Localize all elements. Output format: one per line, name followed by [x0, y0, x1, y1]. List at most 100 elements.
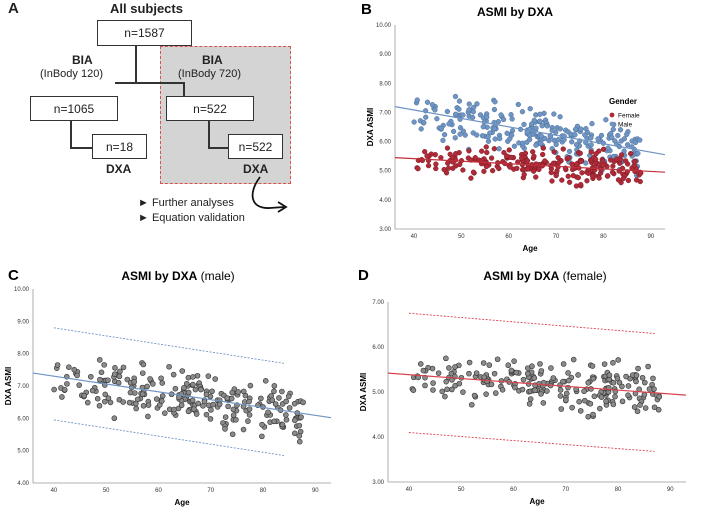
scatter-point [496, 165, 502, 172]
scatter-point [546, 137, 552, 144]
scatter-point [96, 402, 103, 409]
scatter-point [625, 383, 632, 389]
scatter-point [569, 139, 575, 145]
scatter-point [575, 372, 581, 378]
scatter-point [527, 106, 533, 112]
scatter-point [570, 172, 576, 179]
y-tick-label: 3.00 [372, 480, 384, 486]
curved-arrow [251, 176, 288, 213]
scatter-point [544, 388, 550, 394]
scatter-point [507, 164, 513, 170]
scatter-point [624, 142, 631, 148]
connector [208, 120, 210, 148]
scatter-point [560, 361, 567, 367]
scatter-point [578, 126, 584, 132]
scatter-point [633, 372, 640, 379]
scatter-point [453, 151, 459, 157]
scatter-point [651, 404, 658, 411]
legend-marker-female [609, 112, 615, 118]
connector [208, 147, 228, 149]
scatter-point [498, 112, 504, 118]
scatter-point [209, 388, 215, 395]
scatter-point [203, 411, 210, 418]
scatter-point [81, 392, 88, 399]
fit-line-male [32, 372, 332, 419]
scatter-point [479, 148, 485, 154]
scatter-point [212, 376, 219, 382]
scatter-point [610, 163, 616, 169]
scatter-point [96, 357, 103, 363]
x-tick-label: 50 [458, 487, 465, 493]
scatter-point [491, 370, 498, 377]
scatter-point [229, 431, 236, 438]
scatter-point [569, 404, 575, 411]
scatter-point [166, 363, 172, 370]
scatter-point [432, 107, 438, 113]
scatter-point [530, 168, 537, 174]
scatter-point [170, 371, 177, 378]
scatter-point [435, 370, 442, 376]
scatter-point [551, 149, 557, 155]
scatter-point [650, 375, 656, 382]
scatter-point [639, 374, 646, 381]
scatter-point [222, 426, 228, 432]
scatter-point [298, 414, 304, 420]
scatter-point [655, 406, 662, 413]
scatter-point [66, 364, 72, 371]
scatter-point [425, 162, 432, 169]
dxa2-label: DXA [243, 162, 269, 176]
scatter-point [555, 155, 561, 161]
scatter-point [588, 135, 594, 141]
scatter-point [116, 373, 123, 380]
scatter-point [537, 118, 543, 124]
scatter-point [521, 121, 527, 128]
scatter-point [598, 394, 605, 400]
scatter-point [468, 401, 475, 408]
scatter-point [533, 125, 539, 131]
scatter-point [147, 376, 153, 382]
scatter-point [585, 413, 592, 420]
x-axis-label: Age [522, 244, 538, 253]
scatter-point [296, 438, 303, 445]
scatter-point [448, 370, 455, 377]
scatter-point [452, 157, 459, 163]
y-tick-label: 7.00 [379, 110, 391, 116]
scatter-point [537, 111, 543, 117]
scatter-point [424, 99, 431, 105]
scatter-point [518, 155, 525, 161]
scatter-point [540, 145, 546, 151]
scatter-point [292, 417, 298, 424]
scatter-point [623, 373, 629, 380]
box-bia1: n=1065 [30, 96, 118, 121]
scatter-point [470, 169, 477, 175]
scatter-point [183, 380, 190, 387]
x-tick-label: 80 [615, 487, 622, 493]
scatter-point [466, 370, 472, 377]
scatter-point [424, 153, 430, 159]
dxa1-label: DXA [106, 162, 132, 176]
scatter-point [488, 155, 495, 161]
scatter-point [439, 388, 446, 395]
scatter-point [446, 365, 452, 371]
scatter-point [588, 149, 594, 155]
scatter-point [466, 107, 472, 113]
scatter-point [621, 136, 628, 142]
y-tick-label: 5.00 [372, 390, 384, 396]
scatter-point [637, 137, 643, 143]
scatter-point [632, 159, 638, 165]
scatter-point [598, 132, 605, 139]
scatter-point [569, 161, 575, 167]
scatter-point [557, 393, 564, 399]
y-tick-label: 7.00 [372, 300, 384, 306]
scatter-point [444, 108, 451, 115]
scatter-point [557, 387, 564, 393]
scatter-point [133, 400, 139, 407]
scatter-point [240, 388, 247, 395]
scatter-point [127, 389, 134, 396]
scatter-point [509, 116, 515, 122]
scatter-point [190, 374, 196, 380]
scatter-point [531, 117, 537, 123]
scatter-point [452, 93, 459, 100]
scatter-point [560, 378, 566, 385]
scatter-point [140, 361, 147, 368]
